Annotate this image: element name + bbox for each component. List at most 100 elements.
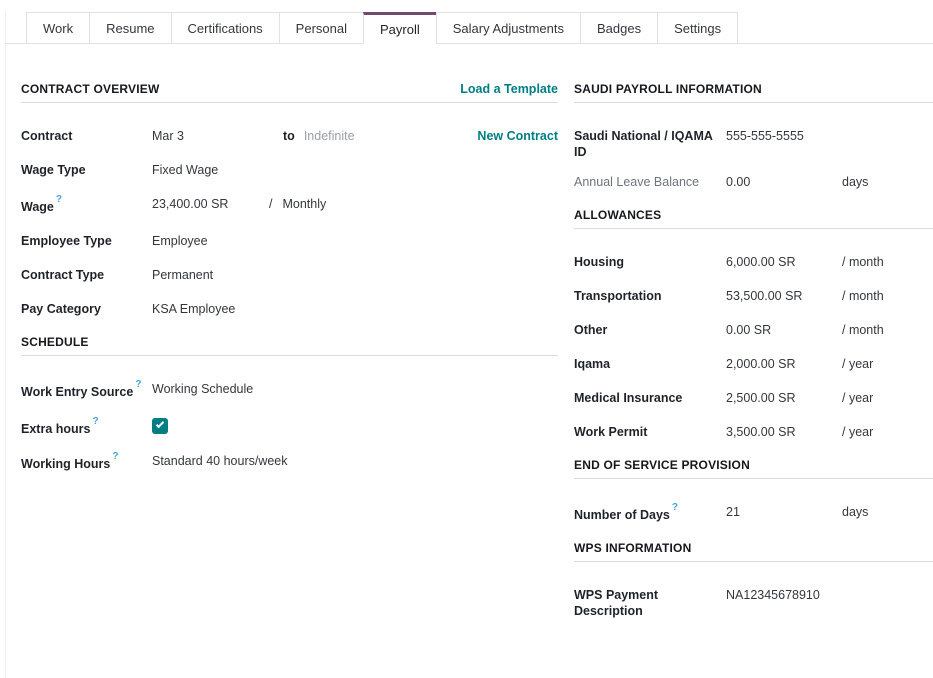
wage-type-value[interactable]: Fixed Wage [152, 163, 219, 177]
employee-type-label: Employee Type [21, 234, 112, 249]
allowance-label: Transportation [574, 289, 662, 303]
pay-category-label: Pay Category [21, 302, 101, 317]
iqama-id-label: Saudi National / IQAMA ID [574, 129, 713, 159]
work-entry-source-label: Work Entry Source? [21, 379, 152, 400]
load-template-link[interactable]: Load a Template [460, 82, 558, 96]
section-title: END OF SERVICE PROVISION [574, 458, 750, 472]
allowance-value[interactable]: 0.00 SR [726, 323, 772, 337]
right-column: SAUDI PAYROLL INFORMATION Saudi National… [574, 82, 933, 637]
iqama-id-value[interactable]: 555-555-5555 [726, 129, 804, 143]
section-title: WPS INFORMATION [574, 541, 692, 556]
section-end-of-service-header: END OF SERVICE PROVISION [574, 458, 933, 479]
field-row-extra-hours: Extra hours? [21, 416, 558, 437]
form-sheet: Work Resume Certifications Personal Payr… [5, 12, 933, 678]
number-of-days-label-text: Number of Days [574, 508, 670, 523]
annual-leave-balance-unit: days [842, 175, 869, 189]
allowance-label: Medical Insurance [574, 391, 683, 405]
wage-value[interactable]: 23,400.00 SR [152, 197, 229, 211]
allowance-unit: / month [842, 323, 884, 337]
field-row-work-entry-source: Work Entry Source? Working Schedule [21, 379, 558, 400]
tab-badges[interactable]: Badges [580, 12, 659, 44]
field-row-wage-type: Wage Type Fixed Wage [21, 162, 558, 178]
allowance-value[interactable]: 2,000.00 SR [726, 357, 796, 371]
section-wps-header: WPS INFORMATION [574, 541, 933, 563]
field-row-pay-category: Pay Category KSA Employee [21, 301, 558, 317]
new-contract-link[interactable]: New Contract [477, 129, 558, 143]
contract-start-date-field[interactable]: Mar 3 [152, 129, 184, 143]
section-title: ALLOWANCES [574, 208, 662, 222]
annual-leave-balance-value: 0.00 [726, 175, 751, 189]
allowance-row-work-permit: Work Permit 3,500.00 SR / year [574, 424, 933, 440]
section-schedule-header: SCHEDULE [21, 335, 558, 357]
wage-label: Wage? [21, 194, 152, 215]
working-hours-label: Working Hours? [21, 451, 152, 472]
work-entry-source-label-text: Work Entry Source [21, 385, 134, 400]
section-title: SAUDI PAYROLL INFORMATION [574, 82, 762, 96]
section-title: CONTRACT OVERVIEW [21, 82, 160, 96]
allowance-value[interactable]: 6,000.00 SR [726, 255, 796, 269]
extra-hours-checkbox[interactable] [152, 418, 168, 435]
allowance-unit: / year [842, 425, 874, 439]
section-title: SCHEDULE [21, 335, 89, 350]
field-row-number-of-days: Number of Days? 21 days [574, 502, 933, 523]
allowance-label: Iqama [574, 357, 611, 371]
allowance-row-iqama: Iqama 2,000.00 SR / year [574, 356, 933, 372]
field-row-wage: Wage? 23,400.00 SR / Monthly [21, 194, 558, 215]
allowance-row-housing: Housing 6,000.00 SR / month [574, 254, 933, 270]
wage-separator: / [269, 197, 273, 211]
allowance-value[interactable]: 2,500.00 SR [726, 391, 796, 405]
help-icon[interactable]: ? [112, 451, 119, 463]
section-contract-overview-header: CONTRACT OVERVIEW Load a Template [21, 82, 558, 103]
field-row-wps-payment-description: WPS Payment Description NA12345678910 [574, 587, 933, 619]
left-column: CONTRACT OVERVIEW Load a Template Contra… [21, 82, 558, 637]
tab-resume[interactable]: Resume [89, 12, 172, 44]
wage-type-label: Wage Type [21, 163, 86, 177]
allowance-row-other: Other 0.00 SR / month [574, 322, 933, 338]
wage-period-value[interactable]: Monthly [282, 197, 327, 211]
help-icon[interactable]: ? [671, 502, 678, 513]
allowance-row-transportation: Transportation 53,500.00 SR / month [574, 288, 933, 304]
wps-payment-description-label: WPS Payment Description [574, 588, 659, 619]
allowance-unit: / year [842, 391, 874, 405]
allowance-label: Work Permit [574, 425, 648, 439]
working-hours-label-text: Working Hours [21, 457, 111, 472]
field-row-annual-leave-balance: Annual Leave Balance 0.00 days [574, 174, 933, 190]
allowance-label: Other [574, 323, 608, 337]
field-row-contract: Contract Mar 3 to Indefinite New Contrac… [21, 128, 558, 144]
employee-type-value[interactable]: Employee [152, 234, 208, 249]
tab-personal[interactable]: Personal [278, 12, 364, 44]
field-row-employee-type: Employee Type Employee [21, 233, 558, 249]
field-row-working-hours: Working Hours? Standard 40 hours/week [21, 451, 558, 472]
allowance-value[interactable]: 53,500.00 SR [726, 289, 803, 303]
tab-settings[interactable]: Settings [657, 12, 739, 44]
payroll-tab-content: CONTRACT OVERVIEW Load a Template Contra… [6, 44, 933, 637]
work-entry-source-value[interactable]: Working Schedule [152, 382, 254, 397]
allowance-row-medical-insurance: Medical Insurance 2,500.00 SR / year [574, 390, 933, 406]
allowance-unit: / year [842, 357, 874, 371]
section-saudi-payroll-header: SAUDI PAYROLL INFORMATION [574, 82, 933, 103]
extra-hours-label-text: Extra hours [21, 422, 91, 437]
number-of-days-value[interactable]: 21 [726, 505, 740, 519]
contract-type-value[interactable]: Permanent [152, 268, 214, 283]
checkmark-icon [155, 420, 165, 429]
wps-payment-description-value[interactable]: NA12345678910 [726, 588, 820, 603]
to-label: to [283, 129, 295, 143]
help-icon[interactable]: ? [135, 379, 142, 391]
tab-payroll[interactable]: Payroll [362, 12, 437, 44]
contract-label: Contract [21, 129, 73, 143]
tab-work[interactable]: Work [26, 12, 91, 44]
number-of-days-label: Number of Days? [574, 502, 726, 523]
contract-type-label: Contract Type [21, 268, 105, 283]
tab-certifications[interactable]: Certifications [170, 12, 280, 44]
help-icon[interactable]: ? [92, 416, 99, 428]
allowance-unit: / month [842, 289, 884, 303]
help-icon[interactable]: ? [55, 194, 62, 205]
working-hours-value[interactable]: Standard 40 hours/week [152, 454, 288, 469]
tab-salary-adjustments[interactable]: Salary Adjustments [435, 12, 582, 44]
allowance-value[interactable]: 3,500.00 SR [726, 425, 796, 439]
allowance-unit: / month [842, 255, 884, 269]
pay-category-value[interactable]: KSA Employee [152, 302, 236, 317]
contract-end-date-field[interactable]: Indefinite [303, 129, 355, 143]
wage-label-text: Wage [21, 200, 54, 215]
field-row-iqama-id: Saudi National / IQAMA ID 555-555-5555 [574, 128, 933, 160]
